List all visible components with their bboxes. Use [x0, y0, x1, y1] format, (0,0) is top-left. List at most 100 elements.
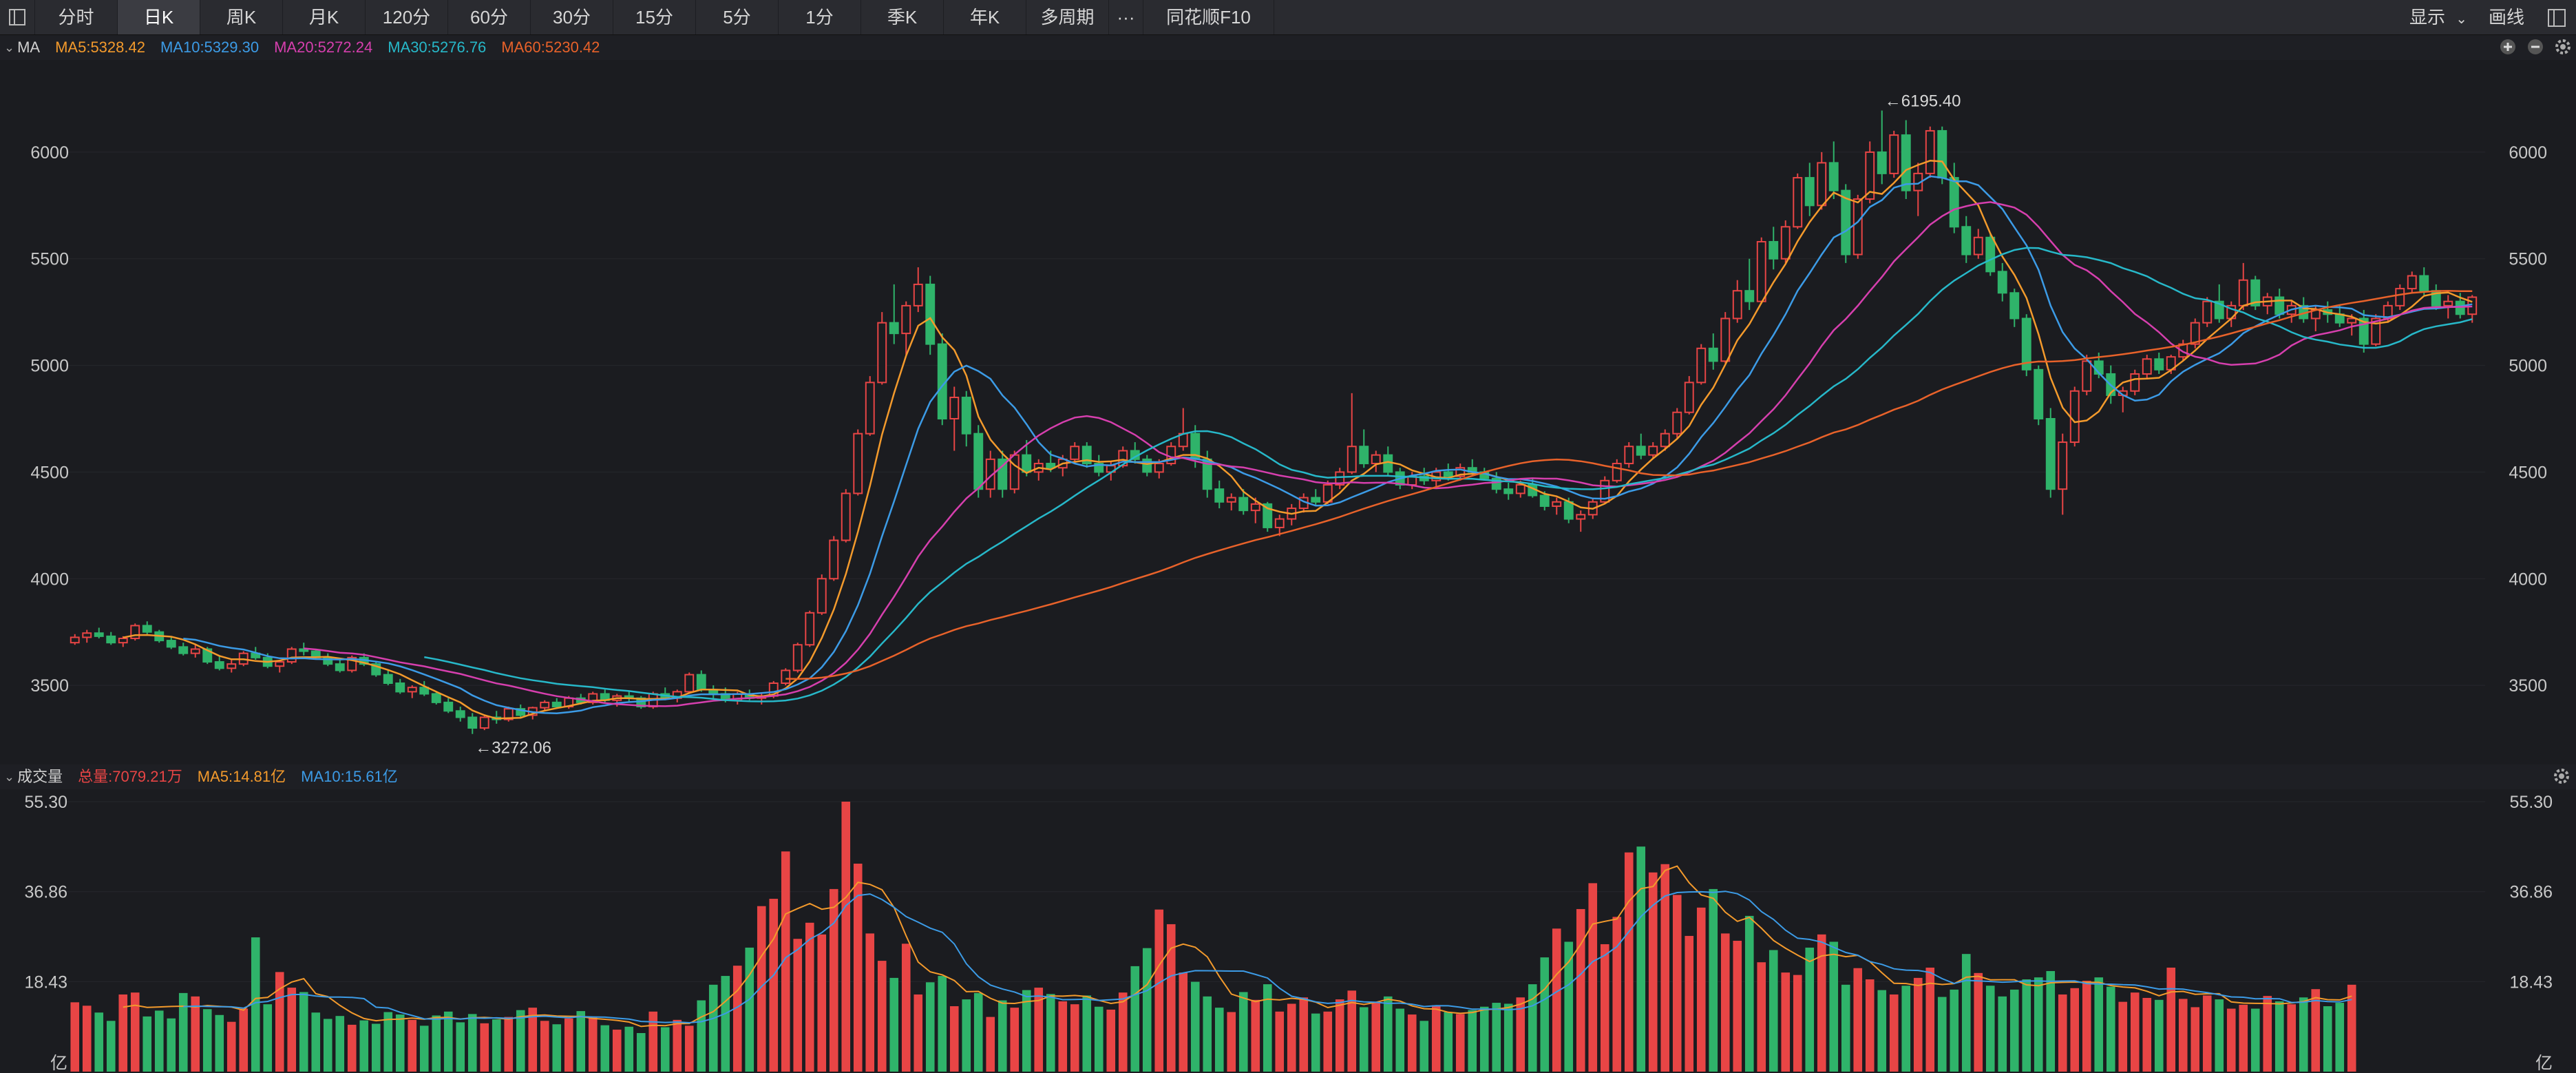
tab-30min[interactable]: 30分 — [531, 0, 613, 34]
candle-body — [2455, 300, 2465, 315]
volume-bar — [467, 1014, 477, 1072]
volume-bar — [1468, 1010, 1477, 1072]
volume-bar — [1516, 997, 1525, 1072]
volume-bar — [1805, 947, 1815, 1072]
volume-bar — [2335, 1003, 2345, 1072]
vol-ma5-legend: MA5:14.81亿 — [197, 768, 286, 785]
period-toolbar: 分时 日K 周K 月K 120分 60分 30分 15分 5分 1分 季K 年K… — [0, 0, 2576, 35]
volume-bar — [2046, 970, 2056, 1072]
sidebar-toggle-icon[interactable] — [0, 0, 35, 34]
settings-gear-icon[interactable] — [2554, 38, 2572, 56]
ma10-line — [183, 175, 2473, 715]
tab-monthly-k[interactable]: 月K — [283, 0, 366, 34]
volume-bar — [1757, 962, 1766, 1072]
volume-bar — [1455, 1014, 1465, 1072]
volume-bar — [130, 992, 140, 1072]
total-volume-legend: 总量:7079.21万 — [78, 768, 182, 785]
volume-bar — [2287, 1004, 2297, 1072]
volume-bar — [2311, 989, 2321, 1072]
candle-body — [997, 458, 1008, 490]
candle-body — [1503, 488, 1514, 494]
volume-bar — [1540, 957, 1550, 1072]
y-tick-label-right: 5000 — [2509, 357, 2547, 376]
volume-bar — [684, 1025, 694, 1072]
volume-bar — [347, 1024, 357, 1072]
volume-bar — [1660, 864, 1670, 1072]
volume-bar — [1311, 1013, 1320, 1072]
tab-60min[interactable]: 60分 — [448, 0, 531, 34]
tab-fenshi[interactable]: 分时 — [35, 0, 118, 34]
ma30-legend: MA30:5276.76 — [388, 39, 487, 56]
candle-body — [166, 640, 176, 648]
volume-bar — [1203, 996, 1212, 1072]
volume-bar — [2009, 989, 2019, 1072]
candle-body — [1841, 189, 1851, 256]
zoom-out-icon[interactable] — [2526, 38, 2544, 56]
tab-quarter-k[interactable]: 季K — [861, 0, 944, 34]
tab-15min[interactable]: 15分 — [613, 0, 696, 34]
zoom-in-icon[interactable] — [2499, 38, 2517, 56]
candle-body — [1263, 503, 1273, 528]
candle-body — [130, 625, 140, 639]
volume-bar — [1431, 1005, 1441, 1072]
candle-body — [588, 693, 598, 703]
tab-5min[interactable]: 5分 — [696, 0, 779, 34]
volume-bar — [383, 1012, 393, 1072]
candle-body — [2419, 275, 2429, 292]
volume-bar — [2034, 977, 2043, 1072]
display-menu[interactable]: 显示 ⌄ — [2409, 0, 2467, 34]
volume-bar — [2347, 984, 2356, 1072]
y-tick-label-left: 6000 — [30, 143, 69, 163]
draw-line-button[interactable]: 画线 — [2489, 0, 2524, 34]
volume-bar — [986, 1017, 995, 1072]
tab-multi-period[interactable]: 多周期 — [1026, 0, 1109, 34]
candle-body — [1648, 446, 1658, 456]
volume-chart[interactable]: 18.43 18.43 36.86 36.86 55.30 55.30 亿 亿 — [0, 791, 2576, 1073]
tab-year-k[interactable]: 年K — [944, 0, 1026, 34]
volume-bar — [745, 947, 754, 1072]
volume-bar — [1552, 928, 1561, 1072]
tab-weekly-k[interactable]: 周K — [200, 0, 283, 34]
volume-bar — [1913, 977, 1923, 1072]
volume-collapse-icon[interactable]: ⌄ — [4, 770, 15, 784]
candlestick-chart[interactable]: 3500 3500 4000 4000 4500 4500 5000 5000 5500 5500… — [0, 61, 2576, 763]
candle-body — [275, 661, 285, 667]
volume-bar — [1034, 988, 1044, 1072]
candle-body — [1672, 411, 1682, 435]
candle-body — [1563, 501, 1574, 520]
volume-tick-left: 55.30 — [24, 793, 67, 812]
volume-bar — [997, 1000, 1007, 1072]
volume-bar — [2250, 1008, 2260, 1072]
candle-body — [2371, 317, 2381, 345]
more-button[interactable]: ··· — [1109, 0, 1143, 34]
collapse-icon[interactable]: ⌄ — [4, 41, 15, 54]
y-tick-label-left: 4000 — [30, 570, 69, 589]
volume-bar — [564, 1018, 573, 1072]
volume-bar — [167, 1018, 176, 1072]
volume-bar — [841, 802, 851, 1072]
candle-body — [1022, 454, 1032, 473]
tab-daily-k[interactable]: 日K — [118, 0, 200, 34]
f10-button[interactable]: 同花顺F10 — [1143, 0, 1274, 34]
candle-body — [1081, 446, 1092, 465]
candle-body — [467, 716, 478, 729]
candle-body — [2154, 358, 2164, 371]
candle-body — [853, 433, 863, 494]
candle-body — [684, 674, 695, 693]
volume-settings-gear-icon[interactable] — [2553, 767, 2570, 789]
volume-bar — [251, 937, 260, 1072]
layout-toggle-icon[interactable] — [2547, 8, 2566, 31]
volume-bar — [1347, 990, 1357, 1072]
candle-body — [1250, 503, 1260, 512]
candle-body — [1660, 433, 1670, 448]
tab-120min[interactable]: 120分 — [366, 0, 448, 34]
tab-1min[interactable]: 1分 — [779, 0, 861, 34]
volume-bar — [624, 1026, 634, 1072]
candle-body — [516, 708, 526, 716]
ma10-legend: MA10:5329.30 — [160, 39, 260, 56]
volume-bar — [528, 1008, 538, 1072]
volume-bar — [1130, 966, 1140, 1072]
candle-body — [1793, 177, 1803, 228]
candle-body — [1636, 446, 1646, 456]
candle-body — [1347, 446, 1357, 473]
